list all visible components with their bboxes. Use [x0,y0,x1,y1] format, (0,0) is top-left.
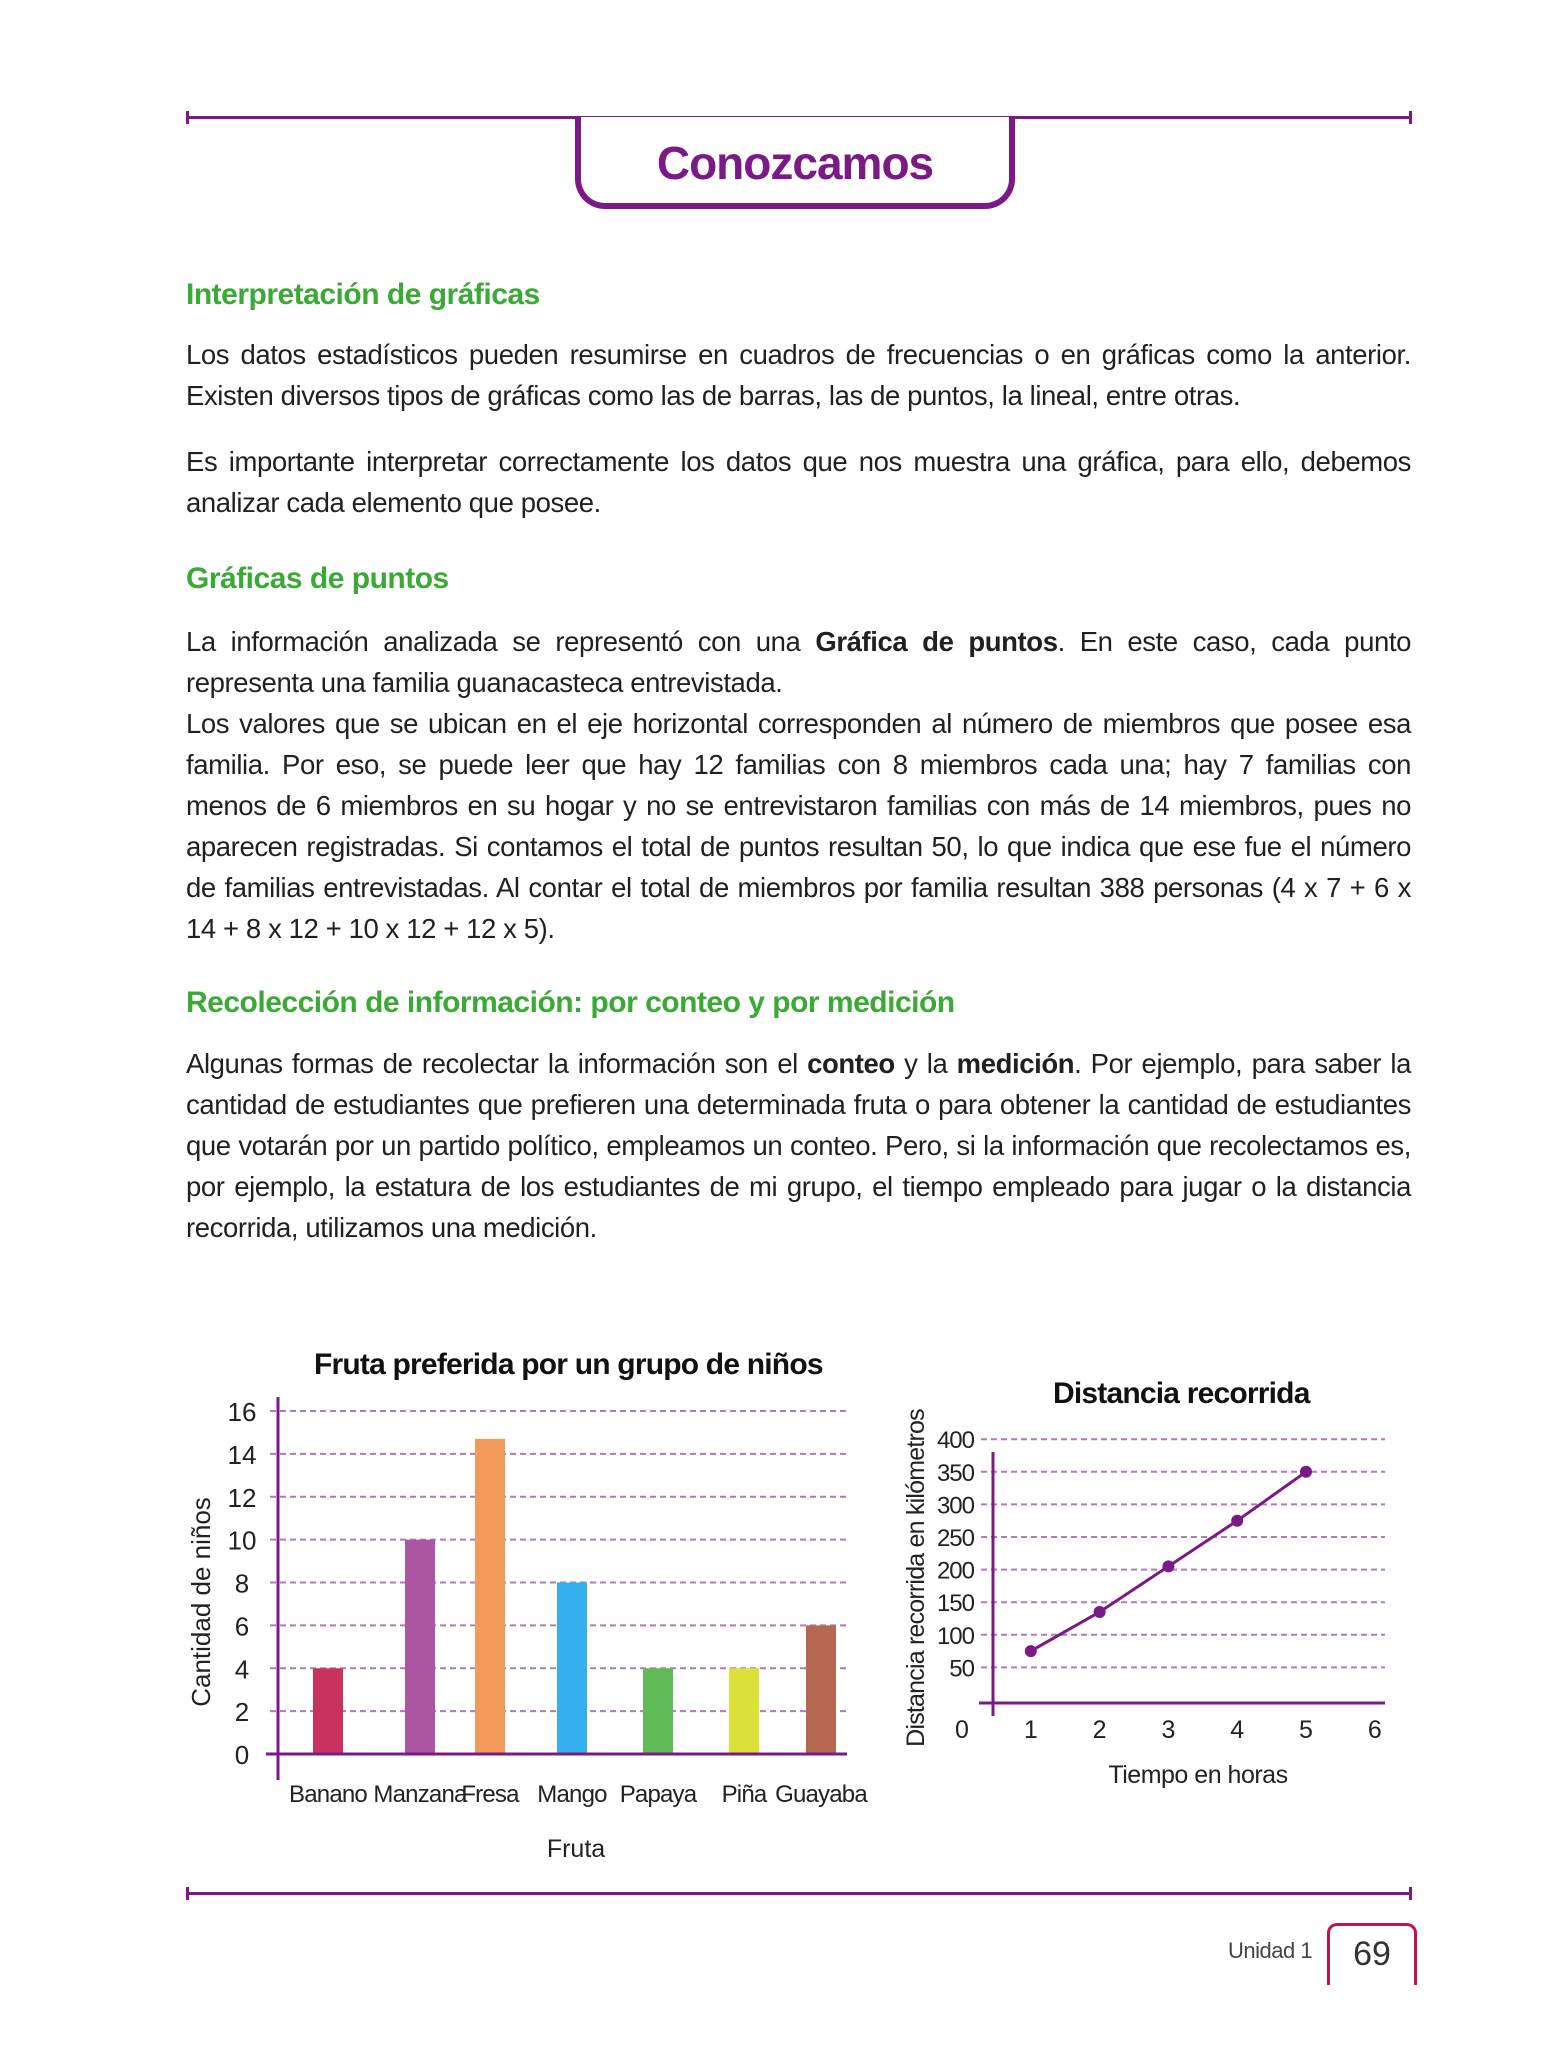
bar-papaya [643,1668,673,1754]
bar-guayaba [806,1625,836,1754]
y-tick-label: 0 [235,1740,249,1770]
heading-recoleccion: Recolección de información: por conteo y… [186,986,955,1019]
y-tick-label: 250 [937,1525,975,1552]
x-axis-label: Tiempo en horas [1108,1761,1287,1789]
bar-piña [729,1668,759,1754]
text-run: La información analizada se representó c… [186,626,816,657]
text-run: . En este caso, cada punto representa un… [186,626,1411,698]
y-tick-label: 16 [228,1397,257,1427]
data-point [1024,1645,1037,1658]
y-tick-label: 150 [937,1590,975,1617]
y-tick-label: 10 [228,1526,257,1556]
x-tick-label: 1 [1024,1716,1038,1744]
x-axis-label: Fruta [547,1835,605,1863]
data-point [1162,1560,1175,1573]
y-tick-label: 12 [228,1483,257,1513]
x-tick-label: 0 [955,1716,969,1744]
text-run: Algunas formas de recolectar la informac… [186,1048,808,1079]
y-tick-label: 6 [235,1611,249,1641]
bar-banano [313,1668,343,1754]
y-tick-label: 50 [949,1655,974,1682]
y-axis-label: Distancia recorrida en kilómetros [902,1409,930,1747]
bold-term: medición [956,1048,1075,1079]
data-point [1093,1605,1106,1618]
bold-term: Gráfica de puntos [815,626,1058,657]
heading-graficas-de-puntos: Gráficas de puntos [186,562,449,595]
heading-interpretacion: Interpretación de gráficas [186,278,540,311]
y-tick-label: 400 [937,1427,975,1454]
data-point [1300,1465,1312,1478]
text-run: . Por ejemplo, para saber la cantidad de… [186,1048,1411,1243]
y-tick-label: 200 [937,1558,975,1585]
x-tick-label: 4 [1230,1716,1244,1744]
bold-term: conteo [807,1048,895,1079]
paragraph: Los datos estadísticos pueden resumirse … [186,334,1411,416]
y-tick-label: 100 [937,1623,975,1650]
x-tick-label: 3 [1161,1716,1175,1744]
paragraph: La información analizada se representó c… [186,621,1411,703]
data-point [1231,1514,1244,1527]
paragraph: Los valores que se ubican en el eje hori… [186,703,1411,949]
bar-manzana [405,1539,435,1754]
y-tick-label: 300 [937,1492,975,1519]
unit-label: Unidad 1 [1228,1938,1313,1963]
section-title: Conozcamos [656,137,934,189]
line-chart-title: Distancia recorrida [1053,1377,1310,1410]
footer-rule [186,1887,1412,1900]
bar-chart-title: Fruta preferida por un grupo de niños [314,1348,824,1381]
page-number: 69 [1327,1923,1417,1985]
text-run: Los valores que se ubican en el eje hori… [186,708,1411,944]
text-run: Es importante interpretar correctamente … [186,446,1411,518]
y-tick-label: 14 [228,1440,257,1470]
x-tick-label: Banano [289,1781,367,1808]
section-title-box: Conozcamos [575,117,1015,209]
x-tick-label: Piña [722,1781,768,1808]
x-tick-label: Fresa [461,1781,520,1808]
line-chart: 50 100 150 200 250 300 350 400 0 1 2 3 4 5 6 Tiempo en … [902,1409,1385,1789]
bar-fresa [475,1438,505,1754]
x-tick-label: Mango [537,1781,607,1808]
x-tick-label: 5 [1299,1716,1313,1744]
y-tick-label: 350 [937,1460,975,1487]
x-tick-label: 6 [1368,1716,1382,1744]
y-axis-label: Cantidad de niños [186,1497,216,1707]
x-tick-label: Papaya [620,1781,698,1808]
x-tick-label: Manzana [373,1781,468,1808]
x-tick-label: 2 [1093,1716,1107,1744]
y-tick-label: 4 [235,1654,249,1684]
x-tick-label: Guayaba [775,1781,868,1808]
y-tick-label: 2 [235,1697,249,1727]
text-run: y la [894,1048,957,1079]
paragraph: Algunas formas de recolectar la informac… [186,1043,1411,1248]
bar-mango [557,1582,587,1754]
text-run: Los datos estadísticos pueden resumirse … [186,339,1411,411]
y-tick-label: 8 [235,1569,249,1599]
paragraph: Es importante interpretar correctamente … [186,441,1411,523]
